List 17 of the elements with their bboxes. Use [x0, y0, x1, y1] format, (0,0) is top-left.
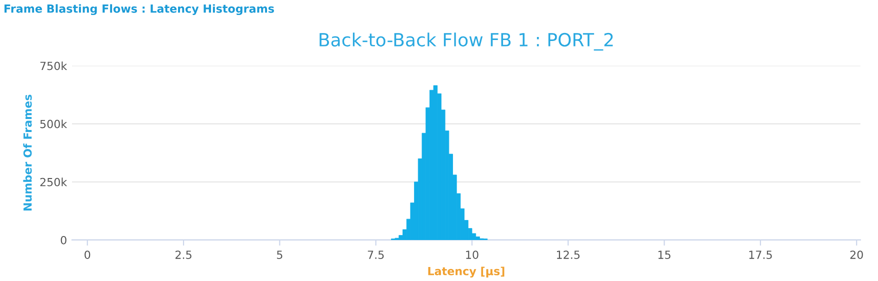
chart-title: Back-to-Back Flow FB 1 : PORT_2	[320, 32, 613, 51]
x-tick-label: 12.5	[556, 250, 580, 259]
x-axis-title: Latency [µs]	[428, 266, 504, 278]
x-tick-label: 2.5	[176, 250, 192, 259]
y-tick-label: 0	[60, 236, 66, 244]
y-axis-title: Number Of Frames	[23, 94, 32, 211]
text: Frame Blasting Flows : Latency Histograms	[4, 4, 274, 16]
y-tick-label: 250k	[40, 178, 68, 186]
y-tick-label: 750k	[40, 62, 68, 70]
x-tick-label: 15	[658, 250, 670, 259]
x-tick-label: 20	[850, 250, 863, 259]
x-tick-label: 7.5	[368, 250, 384, 259]
x-tick-label: 17.5	[749, 250, 772, 259]
x-tick-label: 10	[466, 250, 478, 259]
y-tick-label: 500k	[40, 120, 68, 128]
x-tick-label: 5	[277, 250, 282, 259]
x-tick-label: 0	[84, 250, 90, 259]
